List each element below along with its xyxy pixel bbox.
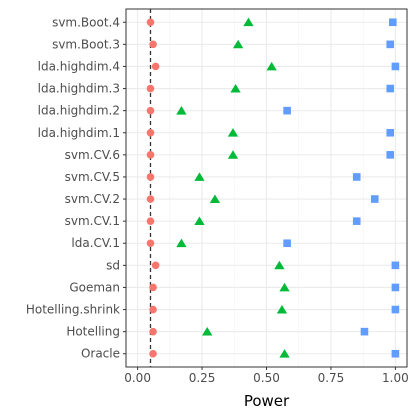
data-point-circle xyxy=(149,327,157,336)
data-point-circle xyxy=(151,261,160,270)
y-tick-label: svm.Boot.4 xyxy=(52,15,120,29)
data-point-circle xyxy=(146,239,155,248)
data-point-square xyxy=(283,239,291,248)
y-tick-label: svm.CV.5 xyxy=(65,170,120,184)
x-tick-label: 0.00 xyxy=(124,371,151,385)
data-point-triangle xyxy=(194,172,205,181)
data-point-triangle xyxy=(274,260,285,270)
data-point-square xyxy=(386,40,395,49)
data-point-triangle xyxy=(243,17,254,27)
data-point-circle xyxy=(146,195,155,203)
data-point-square xyxy=(391,261,400,270)
y-tick-label: svm.CV.2 xyxy=(65,192,120,206)
data-point-circle xyxy=(149,40,157,49)
y-tick-label: svm.CV.6 xyxy=(65,148,120,162)
data-point-triangle xyxy=(230,83,241,93)
data-point-circle xyxy=(149,349,157,358)
x-tick-layer: 0.00 0.25 0.50 0.75 1.00 xyxy=(124,367,409,385)
data-point-square xyxy=(386,128,395,137)
data-point-circle xyxy=(146,151,155,159)
x-tick-label: 0.50 xyxy=(253,371,280,385)
data-point-square xyxy=(352,217,361,225)
data-point-square xyxy=(386,151,395,159)
data-point-triangle xyxy=(176,238,187,248)
y-tick-layer: svm.Boot.4 svm.Boot.3 lda.highdim.4 lda.hig… xyxy=(26,15,126,361)
x-axis-title: Power xyxy=(244,392,290,410)
data-point-square xyxy=(389,18,397,27)
data-point-circle xyxy=(146,106,155,115)
data-point-circle xyxy=(146,173,155,181)
data-point-square xyxy=(370,195,379,203)
data-point-triangle xyxy=(176,106,187,115)
data-point-circle xyxy=(149,305,157,314)
y-tick-label: Goeman xyxy=(69,280,120,294)
data-point-triangle xyxy=(266,61,277,71)
y-tick-label: svm.Boot.3 xyxy=(52,37,120,51)
data-point-triangle xyxy=(209,194,221,203)
data-point-triangle xyxy=(232,39,244,49)
data-point-square xyxy=(391,305,400,314)
data-point-triangle xyxy=(279,282,290,292)
data-point-triangle xyxy=(194,216,205,226)
data-point-circle xyxy=(151,62,160,71)
y-tick-label: Oracle xyxy=(81,347,120,361)
y-tick-label: lda.highdim.1 xyxy=(38,126,120,140)
x-tick-label: 1.00 xyxy=(382,371,409,385)
data-point-circle xyxy=(146,84,155,93)
y-tick-label: lda.highdim.3 xyxy=(38,82,120,96)
data-point-square xyxy=(391,349,400,358)
y-tick-label: lda.highdim.4 xyxy=(38,59,120,73)
data-point-circle xyxy=(146,128,155,137)
data-point-triangle xyxy=(227,150,239,159)
x-tick-label: 0.75 xyxy=(318,371,345,385)
data-point-triangle xyxy=(279,349,290,358)
grid-layer xyxy=(126,9,407,367)
data-point-square xyxy=(360,327,369,336)
y-tick-label: Hotelling.shrink xyxy=(26,303,120,317)
data-point-square xyxy=(386,84,395,93)
y-tick-label: Hotelling xyxy=(66,325,120,339)
data-point-square xyxy=(352,173,361,181)
y-tick-label: sd xyxy=(106,258,120,272)
data-point-triangle xyxy=(202,327,213,336)
data-point-square xyxy=(283,106,291,115)
data-point-circle xyxy=(146,18,155,27)
data-point-circle xyxy=(146,217,155,225)
points-layer xyxy=(146,17,400,358)
y-tick-label: lda.highdim.2 xyxy=(38,104,120,118)
data-point-square xyxy=(391,62,400,71)
data-point-triangle xyxy=(276,304,288,314)
x-tick-label: 0.25 xyxy=(189,371,216,385)
y-tick-label: svm.CV.1 xyxy=(65,214,120,228)
data-point-circle xyxy=(149,283,157,292)
data-point-square xyxy=(391,283,400,292)
y-tick-label: lda.CV.1 xyxy=(71,236,120,250)
data-point-triangle xyxy=(227,128,239,137)
